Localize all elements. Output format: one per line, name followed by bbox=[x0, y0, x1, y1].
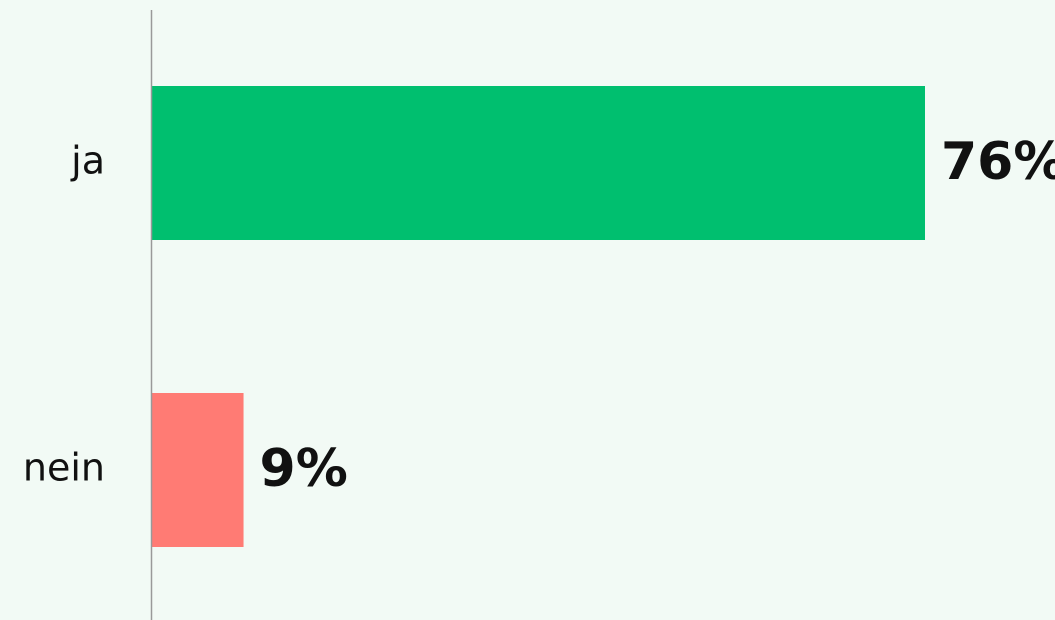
bar bbox=[152, 86, 925, 240]
value-label: 9% bbox=[260, 439, 348, 499]
bar bbox=[152, 393, 244, 547]
category-label: nein bbox=[23, 446, 105, 490]
value-label: 76% bbox=[941, 132, 1055, 192]
category-label: ja bbox=[70, 139, 105, 183]
